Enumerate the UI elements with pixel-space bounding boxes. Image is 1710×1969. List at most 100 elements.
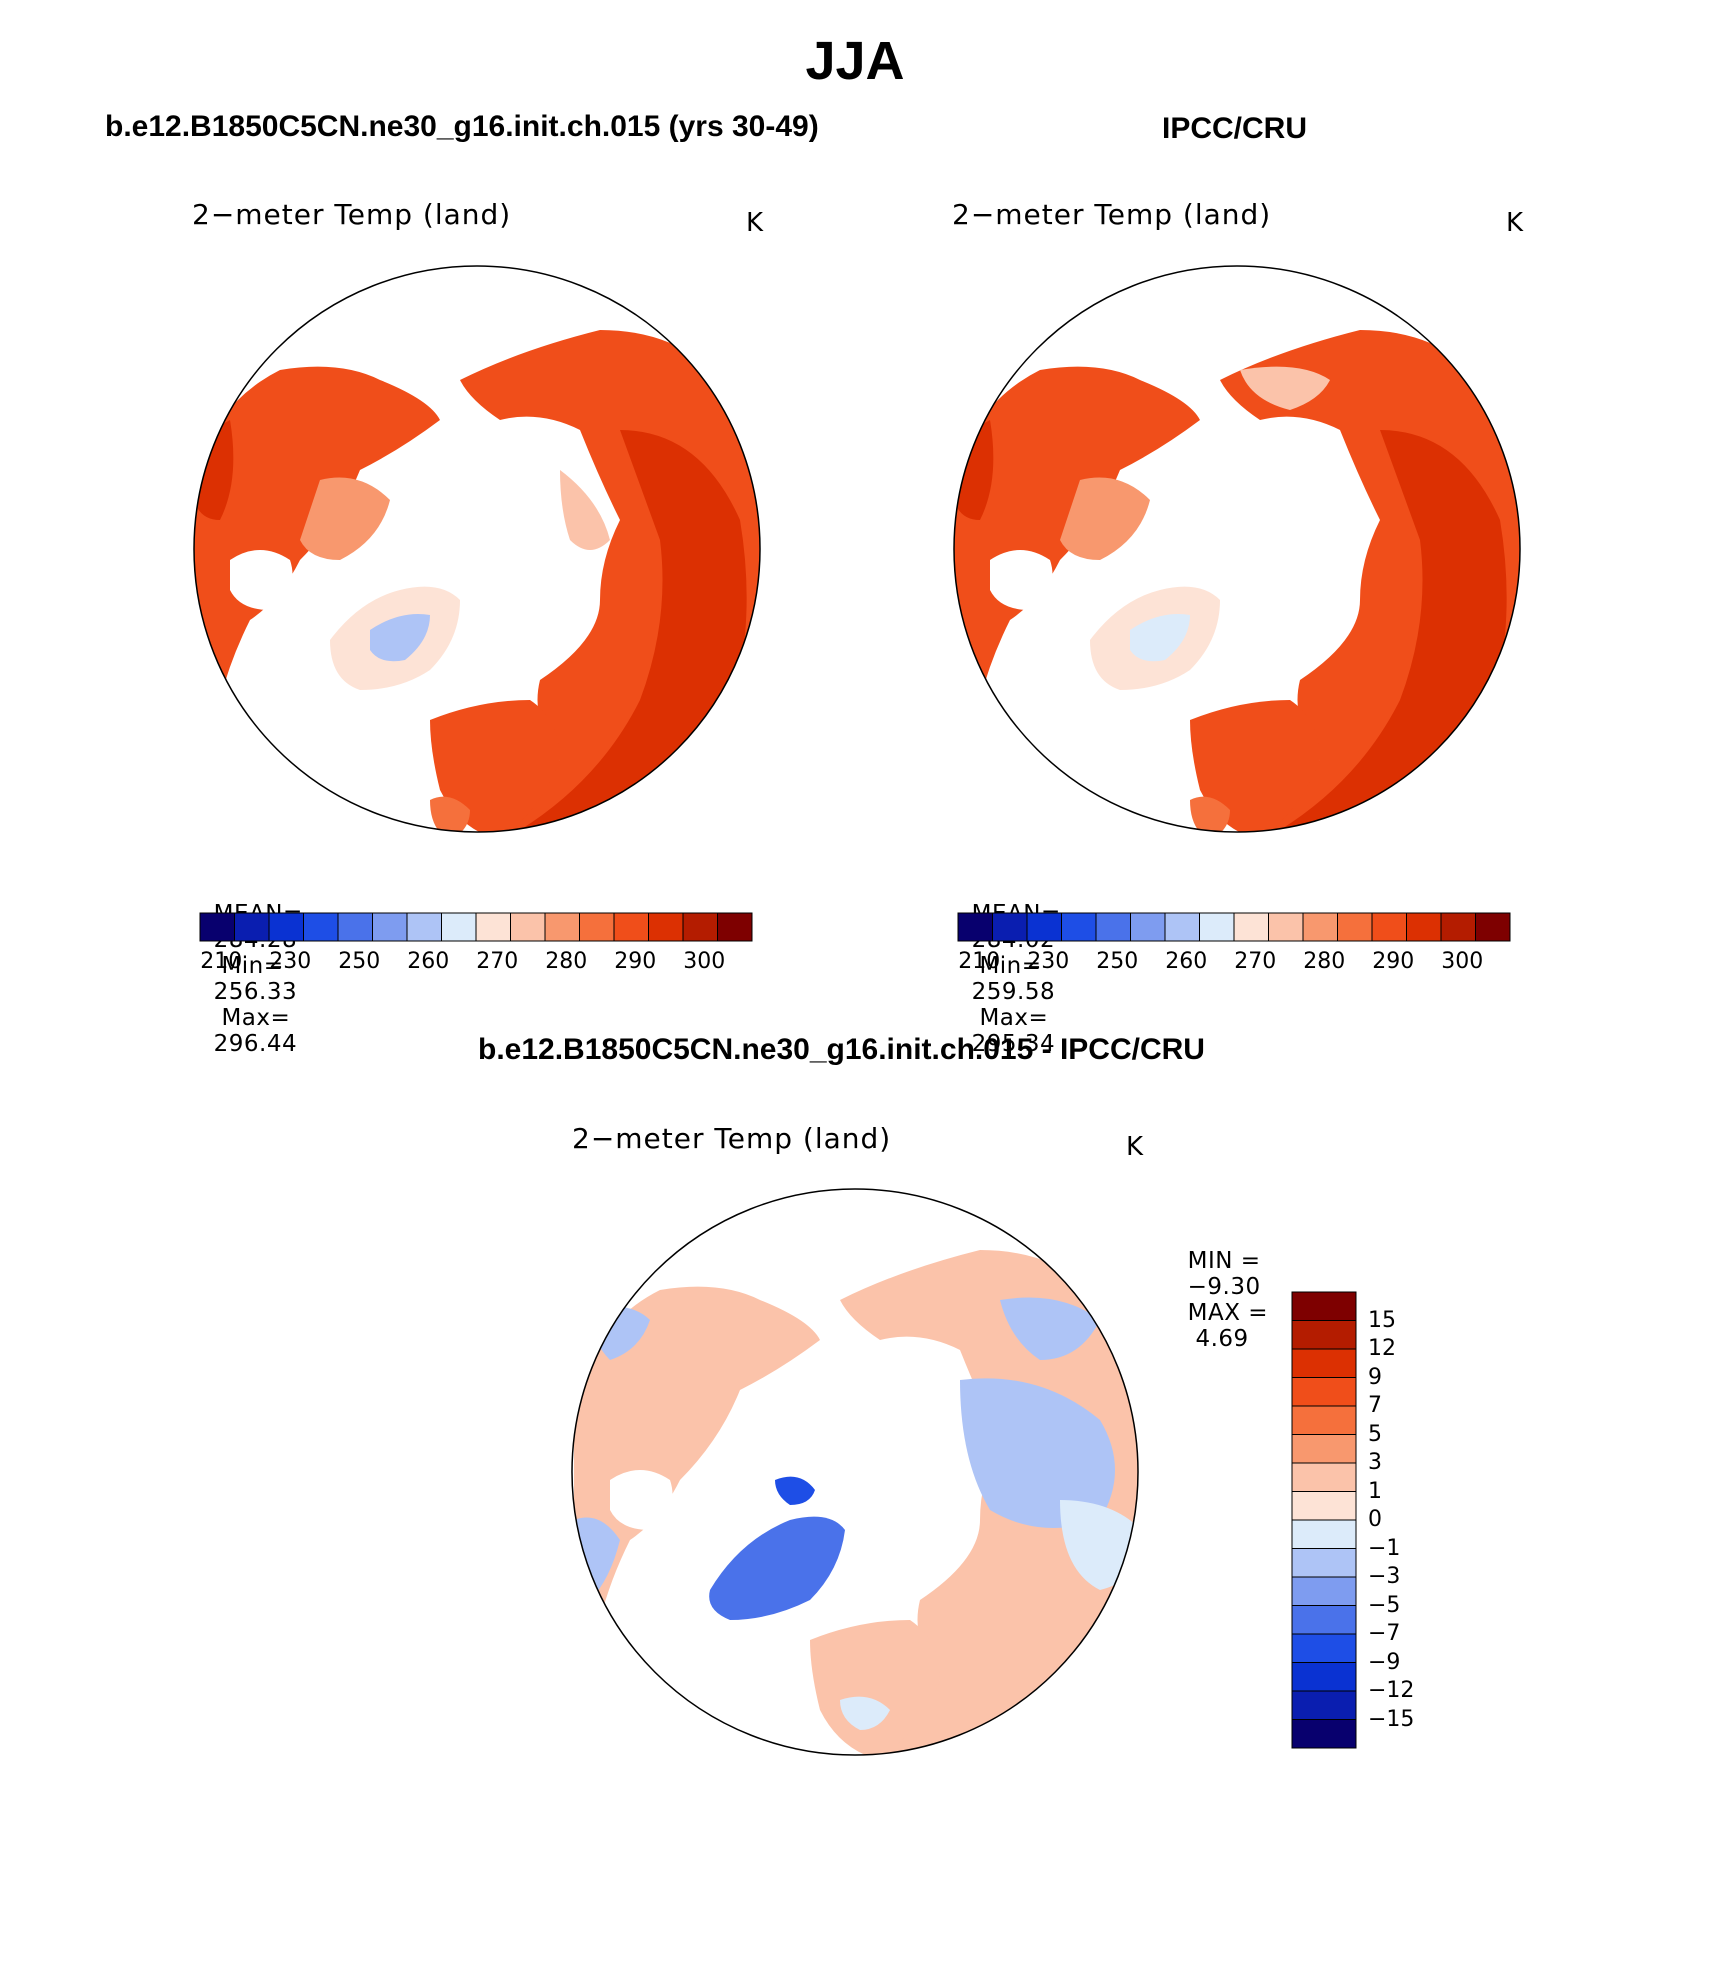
diff-colorbar-box	[1291, 1434, 1357, 1464]
diff-colorbar-tick: 5	[1368, 1421, 1382, 1447]
diff-min-value: −9.30	[1187, 1274, 1261, 1300]
diff-colorbar-tick: −1	[1368, 1535, 1401, 1561]
diff-colorbar-box	[1291, 1348, 1357, 1378]
diff-colorbar-box	[1291, 1462, 1357, 1492]
panel2-colorbar-box	[1268, 912, 1304, 942]
diff-colorbar-tick: 0	[1368, 1507, 1382, 1532]
panel1-min-label: Min=	[221, 953, 284, 979]
panel2-colorbar-box	[1371, 912, 1407, 942]
panel2-colorbar	[957, 912, 1511, 942]
diff-colorbar-box	[1291, 1405, 1357, 1435]
panel1-case-title: b.e12.B1850C5CN.ne30_g16.init.ch.015 (yr…	[105, 110, 819, 143]
figure-title: JJA	[805, 31, 905, 91]
panel1-siberia-coast	[560, 470, 610, 550]
panel2-colorbar-box	[1406, 912, 1442, 942]
panel2-variable: 2−meter Temp (land)	[952, 198, 1272, 231]
panel1-variable: 2−meter Temp (land)	[192, 198, 512, 231]
diff-colorbar-tick: −3	[1368, 1564, 1401, 1589]
panel2-min-value: 259.58	[971, 979, 1056, 1005]
panel2-colorbar-box	[957, 912, 993, 942]
diff-colorbar-box	[1291, 1491, 1357, 1521]
panel1-colorbar-tick: 290	[614, 949, 657, 974]
panel2-canadian-arctic	[1060, 477, 1150, 560]
panel2-colorbar-tick: 250	[1096, 949, 1139, 974]
diff-colorbar-tick: −9	[1368, 1649, 1401, 1675]
diff-colorbar-box	[1291, 1519, 1357, 1549]
panel1-max-value: 296.44	[213, 1031, 298, 1057]
diff-colorbar-box	[1291, 1605, 1357, 1635]
diff-colorbar-box	[1291, 1576, 1357, 1606]
diff-case-title: b.e12.B1850C5CN.ne30_g16.init.ch.015 - I…	[478, 1033, 1205, 1066]
panel1-colorbar-box	[441, 912, 477, 942]
panel2-colorbar-tick: 260	[1165, 949, 1208, 974]
panel2-colorbar-tick: 280	[1303, 949, 1346, 974]
diff-colorbar-box	[1291, 1719, 1357, 1749]
diff-max-label: MAX =	[1187, 1300, 1269, 1326]
panel1-map	[193, 265, 761, 833]
panel2-colorbar-box	[1164, 912, 1200, 942]
diff-variable: 2−meter Temp (land)	[572, 1122, 892, 1155]
panel1-colorbar-tick: 210	[200, 949, 243, 974]
panel1-hudson-bay	[230, 550, 293, 610]
panel1-colorbar-box	[303, 912, 339, 942]
diff-colorbar-tick: −12	[1368, 1678, 1415, 1703]
diff-scandinavia	[810, 1620, 940, 1755]
diff-scandinavia-cool	[840, 1696, 890, 1730]
diff-hudson-bay	[610, 1470, 673, 1530]
panel2-colorbar-box	[1199, 912, 1235, 942]
panel2-colorbar-box	[992, 912, 1028, 942]
panel1-map-border	[193, 265, 761, 833]
panel1-colorbar-box	[613, 912, 649, 942]
panel1-colorbar-box	[475, 912, 511, 942]
panel1-colorbar-box	[510, 912, 546, 942]
panel1-colorbar-box	[234, 912, 270, 942]
panel1-colorbar-box	[372, 912, 408, 942]
diff-map	[571, 1188, 1139, 1756]
diff-colorbar	[1291, 1291, 1357, 1749]
diff-colorbar-tick: 12	[1368, 1336, 1396, 1361]
diff-colorbar-tick: 3	[1368, 1450, 1382, 1475]
panel1-colorbar-box	[199, 912, 235, 942]
diff-colorbar-tick: 7	[1368, 1393, 1382, 1418]
panel2-colorbar-box	[1475, 912, 1511, 942]
diff-colorbar-box	[1291, 1291, 1357, 1321]
panel1-colorbar	[199, 912, 753, 942]
diff-colorbar-tick: 15	[1368, 1307, 1396, 1333]
diff-min-label: MIN =	[1187, 1248, 1261, 1274]
panel2-colorbar-box	[1026, 912, 1062, 942]
panel2-units: K	[1506, 208, 1524, 238]
panel1-colorbar-tick: 280	[545, 949, 588, 974]
panel2-max-label: Max=	[979, 1005, 1049, 1031]
panel2-colorbar-box	[1061, 912, 1097, 942]
panel2-colorbar-box	[1302, 912, 1338, 942]
panel1-colorbar-tick: 230	[269, 949, 312, 974]
panel2-colorbar-box	[1440, 912, 1476, 942]
panel1-colorbar-box	[717, 912, 753, 942]
diff-ellesmere-cold	[775, 1476, 815, 1505]
diff-units: K	[1126, 1132, 1144, 1162]
diff-colorbar-box	[1291, 1690, 1357, 1720]
panel2-max-value: 295.34	[971, 1031, 1056, 1057]
panel1-colorbar-box	[682, 912, 718, 942]
panel2-colorbar-tick: 300	[1441, 949, 1484, 974]
panel1-min-value: 256.33	[213, 979, 298, 1005]
panel1-colorbar-tick: 300	[683, 949, 726, 974]
diff-colorbar-tick: 9	[1368, 1364, 1382, 1390]
diff-colorbar-box	[1291, 1662, 1357, 1692]
panel1-canadian-arctic	[300, 477, 390, 560]
panel2-siberia-coast	[1240, 366, 1330, 410]
diff-colorbar-tick: −15	[1368, 1706, 1415, 1732]
panel1-colorbar-tick: 250	[338, 949, 381, 974]
diff-stats: MIN = −9.30 MAX = 4.69	[1172, 1222, 1268, 1352]
panel1-colorbar-box	[268, 912, 304, 942]
diff-colorbar-box	[1291, 1320, 1357, 1350]
diff-greenland-cold	[709, 1516, 845, 1620]
panel1-max-label: Max=	[221, 1005, 291, 1031]
diff-east-siberia-cold	[1000, 1297, 1100, 1360]
diff-colorbar-box	[1291, 1633, 1357, 1663]
panel1-colorbar-box	[579, 912, 615, 942]
panel1-greenland-icecap	[370, 614, 430, 662]
panel2-colorbar-tick: 210	[958, 949, 1001, 974]
diff-colorbar-box	[1291, 1548, 1357, 1578]
